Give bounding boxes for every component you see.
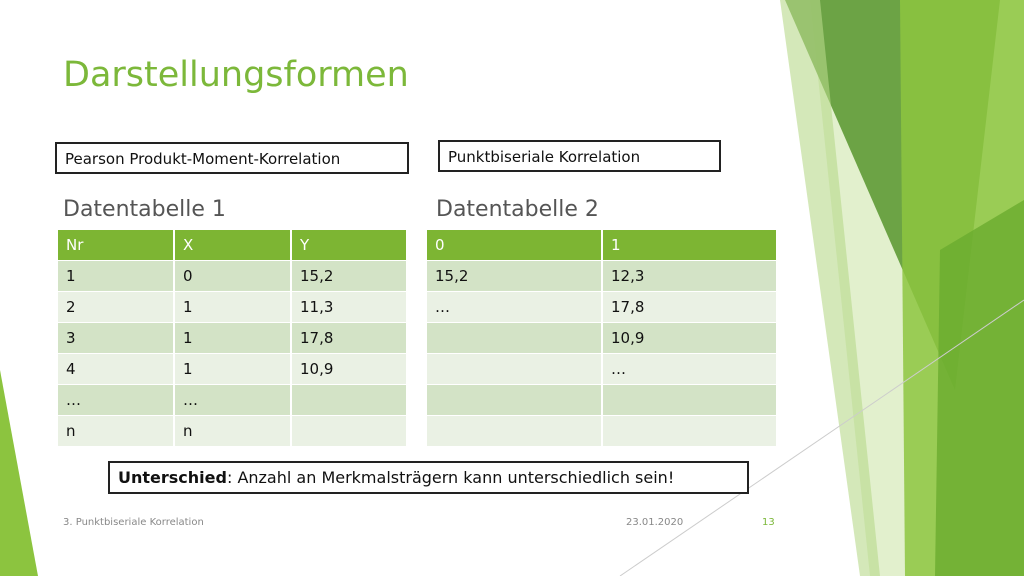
table-row: …… [58,385,408,416]
footer-date: 23.01.2020 [626,517,684,528]
table-cell [427,354,603,385]
note-box: Unterschied: Anzahl an Merkmalsträgern k… [108,461,749,494]
table-cell: … [427,292,603,323]
table-cell: 12,3 [603,261,778,292]
table: Nr X Y 1 0 15,2 2 1 11,3 3 1 17,8 4 1 10,9…… n n [58,230,408,447]
footer-page: 13 [762,517,775,528]
table-cell [292,416,408,447]
table-cell [292,385,408,416]
table-row: 10,9 [427,323,778,354]
table-row [427,385,778,416]
table-cell: 10,9 [603,323,778,354]
deco-left [0,370,38,576]
table-cell: 1 [175,292,292,323]
table-row: … [427,354,778,385]
table-cell: 1 [175,354,292,385]
table-cell: 4 [58,354,175,385]
table-cell: Nr [58,230,175,261]
table-cell: X [175,230,292,261]
table-heading: Datentabelle 1 [63,197,226,222]
label-box: Punktbiseriale Korrelation [438,140,721,172]
table-cell: … [175,385,292,416]
footer-left: 3. Punktbiseriale Korrelation [63,517,204,528]
table-row: 15,2 12,3 [427,261,778,292]
table-row [427,416,778,447]
table-cell: n [175,416,292,447]
table-cell: 17,8 [292,323,408,354]
deco-strip [780,0,880,576]
table-cell: 15,2 [292,261,408,292]
table-cell: 17,8 [603,292,778,323]
note-text: : Anzahl an Merkmalsträgern kann untersc… [226,468,675,487]
table-cell: 1 [58,261,175,292]
table-row: … 17,8 [427,292,778,323]
table-cell: 2 [58,292,175,323]
table-cell [603,385,778,416]
table-cell: 3 [58,323,175,354]
table-cell [427,416,603,447]
table-cell [427,323,603,354]
table-cell: … [58,385,175,416]
table-cell [603,416,778,447]
table-cell: n [58,416,175,447]
table-row: 3 1 17,8 [58,323,408,354]
table-cell: 11,3 [292,292,408,323]
table: 0 1 15,2 12,3… 17,8 10,9… [427,230,778,447]
table-row: 4 1 10,9 [58,354,408,385]
table-cell: 1 [603,230,778,261]
table-cell: 10,9 [292,354,408,385]
table-cell: 1 [175,323,292,354]
note-bold: Unterschied [118,468,227,487]
title: Darstellungsformen [63,55,409,95]
deco-mid [935,200,1024,576]
table-cell: 0 [175,261,292,292]
table-cell: 15,2 [427,261,603,292]
table-cell: Y [292,230,408,261]
table-row: 2 1 11,3 [58,292,408,323]
table-row: 1 0 15,2 [58,261,408,292]
label-box: Pearson Produkt-Moment-Korrelation [55,142,409,174]
table-cell [427,385,603,416]
table-cell: … [603,354,778,385]
deco-line [619,299,1024,576]
table-heading: Datentabelle 2 [436,197,599,222]
table-row: Nr X Y [58,230,408,261]
table-cell: 0 [427,230,603,261]
